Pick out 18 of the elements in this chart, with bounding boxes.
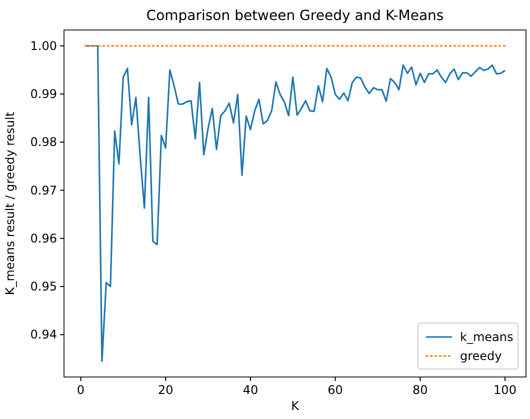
x-tick-label: 0 [76,383,85,397]
x-axis-title: K [291,399,300,413]
x-tick-label: 100 [494,383,516,397]
y-tick-label: 0.99 [30,87,57,102]
y-tick-label: 1.00 [30,38,57,53]
y-tick-label: 0.96 [30,231,57,246]
y-axis-title: K_means result / greedy result [3,112,17,296]
chart-title: Comparison between Greedy and K-Means [146,8,444,24]
x-tick-label: 40 [242,383,258,397]
x-tick-label: 20 [158,383,174,397]
y-tick-label: 0.98 [30,135,57,150]
x-tick-label: 80 [412,383,428,397]
y-tick-label: 0.94 [30,328,57,342]
legend-label: k_means [460,330,514,344]
x-tick-label: 60 [328,383,343,397]
legend-label: greedy [460,349,502,363]
y-tick-label: 0.95 [30,280,57,294]
y-tick-label: 0.97 [30,183,57,198]
